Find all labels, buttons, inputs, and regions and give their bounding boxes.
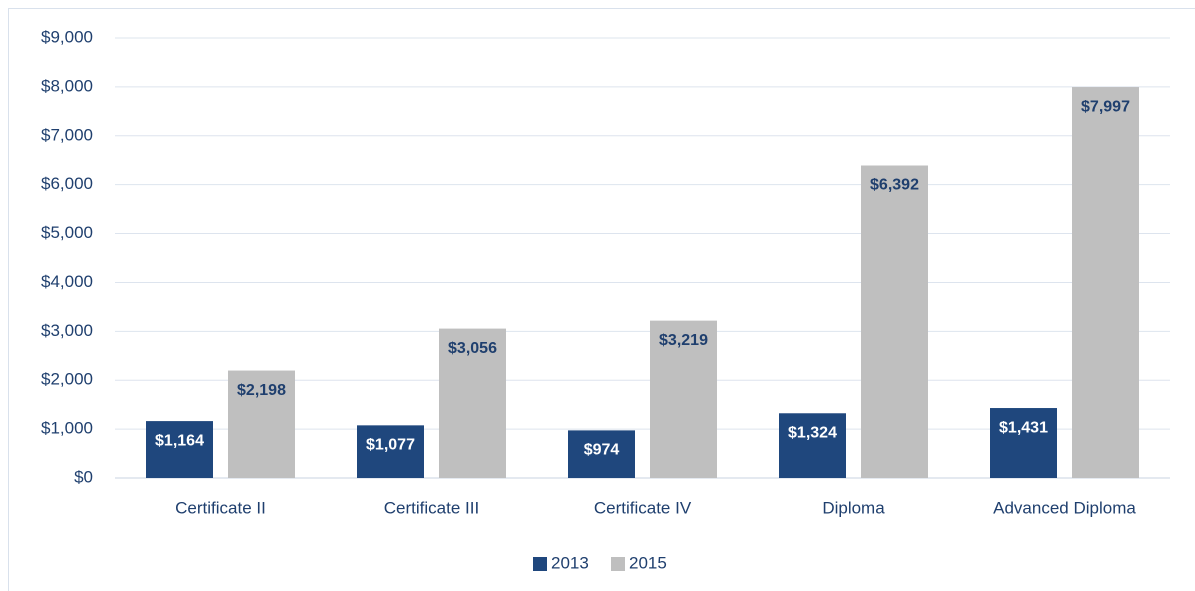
value-label: $974 bbox=[584, 442, 620, 459]
y-tick-label: $1,000 bbox=[41, 419, 93, 438]
value-label: $3,056 bbox=[448, 340, 497, 357]
y-tick-label: $7,000 bbox=[41, 125, 93, 144]
y-tick-label: $6,000 bbox=[41, 174, 93, 193]
bar bbox=[779, 413, 846, 478]
bar bbox=[357, 425, 424, 478]
y-tick-label: $3,000 bbox=[41, 321, 93, 340]
value-label: $1,164 bbox=[155, 432, 204, 449]
y-tick-label: $5,000 bbox=[41, 223, 93, 242]
bar bbox=[650, 320, 717, 478]
x-tick-label: Certificate III bbox=[384, 498, 479, 517]
y-tick-label: $9,000 bbox=[41, 27, 93, 46]
x-tick-label: Advanced Diploma bbox=[993, 498, 1136, 517]
x-tick-label: Certificate IV bbox=[594, 498, 692, 517]
value-label: $1,431 bbox=[999, 419, 1048, 436]
bar bbox=[228, 370, 295, 478]
bar bbox=[990, 408, 1057, 478]
x-tick-label: Diploma bbox=[822, 498, 885, 517]
value-label: $7,997 bbox=[1081, 98, 1130, 115]
value-label: $2,198 bbox=[237, 382, 286, 399]
bar bbox=[439, 328, 506, 478]
y-tick-label: $2,000 bbox=[41, 370, 93, 389]
chart-frame bbox=[8, 8, 1195, 591]
x-tick-label: Certificate II bbox=[175, 498, 266, 517]
value-label: $3,219 bbox=[659, 332, 708, 349]
bar bbox=[1072, 87, 1139, 478]
value-label: $6,392 bbox=[870, 177, 919, 194]
legend-label: 2013 bbox=[551, 553, 589, 572]
legend-swatch bbox=[611, 557, 625, 571]
legend-swatch bbox=[533, 557, 547, 571]
y-tick-label: $4,000 bbox=[41, 272, 93, 291]
bar bbox=[861, 165, 928, 478]
y-tick-label: $0 bbox=[74, 467, 93, 486]
y-tick-label: $8,000 bbox=[41, 76, 93, 95]
value-label: $1,077 bbox=[366, 437, 415, 454]
legend-label: 2015 bbox=[629, 553, 667, 572]
bar bbox=[146, 421, 213, 478]
value-label: $1,324 bbox=[788, 424, 837, 441]
bar bbox=[568, 430, 635, 478]
